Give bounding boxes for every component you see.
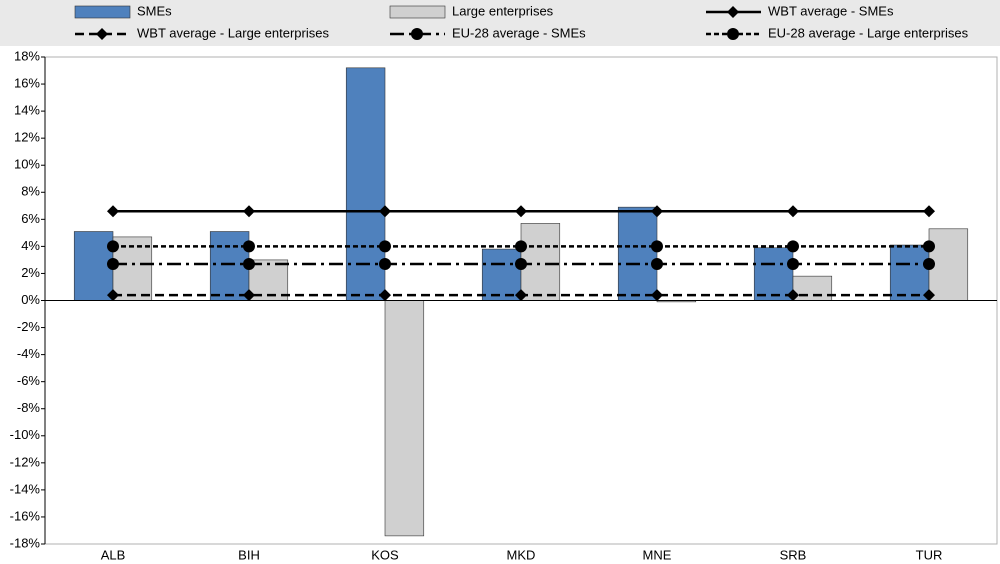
x-tick-label: KOS: [371, 547, 399, 562]
y-tick-label: -14%: [10, 481, 41, 496]
bar: [481, 248, 522, 301]
legend-label: WBT average - Large enterprises: [137, 25, 329, 40]
line-marker: [107, 289, 119, 302]
line-marker: [515, 205, 527, 218]
line-marker: [243, 240, 255, 253]
line-marker: [923, 240, 935, 253]
y-tick-label: 0%: [21, 292, 40, 307]
legend-swatch: [74, 5, 131, 19]
line-marker: [923, 257, 935, 270]
bar: [384, 300, 425, 537]
x-tick-label: SRB: [780, 547, 807, 562]
y-tick-label: 10%: [14, 157, 40, 172]
y-tick-label: 8%: [21, 184, 40, 199]
line-marker: [379, 289, 391, 302]
y-tick-label: 16%: [14, 75, 40, 90]
legend-label: EU-28 average - SMEs: [452, 25, 586, 40]
line-marker: [923, 289, 935, 302]
bar: [248, 259, 289, 301]
legend-label: WBT average - SMEs: [768, 3, 894, 18]
bar: [617, 206, 658, 301]
y-tick-label: 6%: [21, 211, 40, 226]
line-marker: [787, 240, 799, 253]
y-tick-label: -8%: [17, 400, 41, 415]
legend-label: SMEs: [137, 3, 172, 18]
y-tick-label: 14%: [14, 103, 40, 118]
x-tick-label: BIH: [238, 547, 260, 562]
x-tick-label: TUR: [916, 547, 943, 562]
bar: [753, 247, 794, 301]
line-marker: [787, 289, 799, 302]
line-marker: [651, 257, 663, 270]
y-tick-label: 12%: [14, 130, 40, 145]
legend-marker: [727, 28, 739, 40]
y-tick-label: -12%: [10, 454, 41, 469]
line-marker: [379, 205, 391, 218]
x-tick-label: ALB: [101, 547, 126, 562]
bar: [345, 67, 386, 301]
line-marker: [379, 257, 391, 270]
line-marker: [107, 205, 119, 218]
line-marker: [515, 289, 527, 302]
y-tick-label: 4%: [21, 238, 40, 253]
line-marker: [651, 289, 663, 302]
bar: [73, 231, 114, 301]
line-marker: [243, 257, 255, 270]
line-marker: [651, 240, 663, 253]
line-marker: [787, 257, 799, 270]
y-tick-label: -4%: [17, 346, 41, 361]
line-marker: [515, 257, 527, 270]
line-marker: [787, 205, 799, 218]
bar: [889, 244, 930, 301]
bar: [792, 275, 833, 301]
bar: [209, 231, 250, 301]
x-tick-label: MKD: [507, 547, 536, 562]
legend-swatch: [389, 5, 446, 19]
y-tick-label: 18%: [14, 48, 40, 63]
y-tick-label: -16%: [10, 508, 41, 523]
legend-label: Large enterprises: [452, 3, 554, 18]
line-marker: [923, 205, 935, 218]
legend-box: [0, 0, 1000, 46]
y-tick-label: -2%: [17, 319, 41, 334]
legend-marker: [411, 28, 423, 40]
line-marker: [515, 240, 527, 253]
y-tick-label: 2%: [21, 265, 40, 280]
line-marker: [379, 240, 391, 253]
legend-marker: [96, 28, 108, 40]
legend-label: EU-28 average - Large enterprises: [768, 25, 969, 40]
line-marker: [651, 205, 663, 218]
x-tick-label: MNE: [643, 547, 672, 562]
y-tick-label: -10%: [10, 427, 41, 442]
bar: [520, 223, 561, 301]
y-tick-label: -18%: [10, 535, 41, 550]
line-marker: [107, 240, 119, 253]
legend-marker: [727, 6, 739, 18]
line-marker: [243, 289, 255, 302]
y-tick-label: -6%: [17, 373, 41, 388]
line-marker: [243, 205, 255, 218]
line-marker: [107, 257, 119, 270]
